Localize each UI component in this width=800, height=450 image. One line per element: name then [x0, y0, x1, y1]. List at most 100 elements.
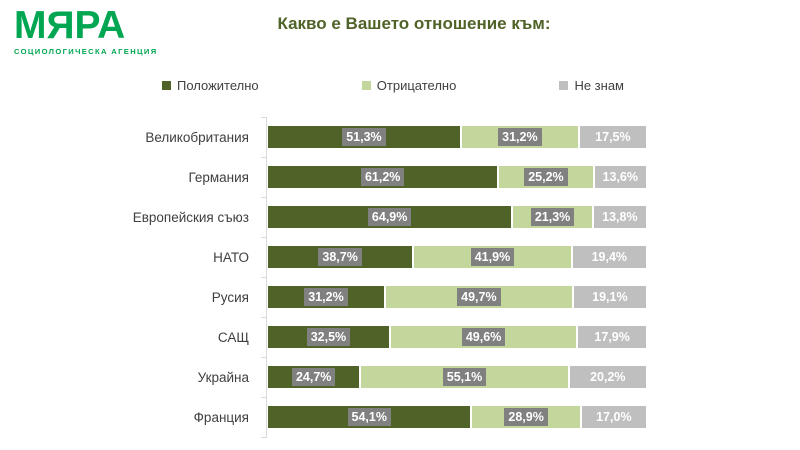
bar-segment-2: 19,1%: [573, 286, 646, 308]
agency-logo: МЯРА СОЦИОЛОГИЧЕСКА АГЕНЦИЯ: [14, 6, 158, 56]
data-label: 28,9%: [504, 408, 548, 426]
bar-segment-0: 32,5%: [268, 326, 391, 348]
data-label: 64,9%: [367, 208, 412, 226]
bar-segment-1: 31,2%: [461, 126, 580, 148]
bar-segment-1: 55,1%: [361, 366, 570, 388]
chart-row: Франция 54,1% 28,9% 17,0%: [0, 397, 800, 437]
data-label: 41,9%: [470, 248, 515, 266]
axis-tick: [261, 117, 266, 118]
bar-track: 54,1% 28,9% 17,0%: [268, 406, 646, 428]
bar-segment-1: 41,9%: [414, 246, 573, 268]
bar-segment-1: 21,3%: [513, 206, 594, 228]
axis-tick: [261, 317, 266, 318]
bar-track: 38,7% 41,9% 19,4%: [268, 246, 646, 268]
bar-segment-2: 19,4%: [572, 246, 646, 268]
chart-row: Великобритания 51,3% 31,2% 17,5%: [0, 117, 800, 157]
bar-segment-2: 13,6%: [594, 166, 646, 188]
bar-track: 61,2% 25,2% 13,6%: [268, 166, 646, 188]
legend-item-2: Не знам: [559, 78, 624, 93]
data-label: 54,1%: [347, 408, 391, 426]
data-label: 25,2%: [524, 168, 568, 186]
bar-segment-2: 13,8%: [593, 206, 646, 228]
stacked-bar: 64,9% 21,3% 13,8%: [268, 206, 646, 228]
legend-label: Не знам: [574, 78, 624, 93]
legend-item-1: Отрицателно: [361, 78, 457, 93]
legend: Положително Отрицателно Не знам: [162, 78, 624, 93]
chart-row: Германия 61,2% 25,2% 13,6%: [0, 157, 800, 197]
data-label: 31,2%: [304, 288, 348, 306]
bar-segment-0: 51,3%: [268, 126, 462, 148]
category-label: Великобритания: [145, 129, 249, 145]
axis-tick: [261, 277, 266, 278]
logo-name: МЯРА: [14, 4, 126, 47]
stacked-bar: 51,3% 31,2% 17,5%: [268, 126, 646, 148]
data-label: 21,3%: [530, 208, 575, 226]
category-label: НАТО: [213, 249, 249, 265]
data-label: 13,6%: [602, 170, 638, 184]
data-label: 19,4%: [591, 250, 628, 264]
bar-segment-0: 38,7%: [268, 246, 415, 268]
bar-segment-0: 54,1%: [268, 406, 473, 428]
data-label: 38,7%: [318, 248, 362, 266]
category-label: Германия: [188, 169, 249, 185]
axis-tick: [261, 397, 266, 398]
bar-track: 64,9% 21,3% 13,8%: [268, 206, 646, 228]
axis-tick: [261, 357, 266, 358]
stacked-bar: 54,1% 28,9% 17,0%: [268, 406, 646, 428]
category-label: Франция: [193, 409, 249, 425]
data-label: 49,7%: [457, 288, 501, 306]
data-label: 61,2%: [360, 168, 405, 186]
axis-tick: [261, 237, 266, 238]
bar-track: 24,7% 55,1% 20,2%: [268, 366, 646, 388]
bar-segment-2: 17,9%: [578, 326, 646, 348]
stacked-bar: 38,7% 41,9% 19,4%: [268, 246, 646, 268]
bar-track: 32,5% 49,6% 17,9%: [268, 326, 646, 348]
legend-swatch-icon: [559, 81, 569, 90]
category-label: Европейския съюз: [132, 209, 249, 225]
chart-row: НАТО 38,7% 41,9% 19,4%: [0, 237, 800, 277]
stacked-bar: 61,2% 25,2% 13,6%: [268, 166, 646, 188]
bar-segment-0: 61,2%: [268, 166, 500, 188]
bar-segment-0: 24,7%: [268, 366, 362, 388]
chart-row: САЩ 32,5% 49,6% 17,9%: [0, 317, 800, 357]
bar-segment-2: 17,0%: [581, 406, 646, 428]
axis-tick: [261, 197, 266, 198]
axis-tick: [261, 157, 266, 158]
data-label: 51,3%: [342, 128, 386, 146]
bar-segment-1: 49,7%: [385, 286, 574, 308]
legend-swatch-icon: [361, 81, 371, 90]
bar-segment-2: 20,2%: [569, 366, 646, 388]
category-axis-line: [266, 117, 267, 438]
axis-tick: [261, 437, 266, 438]
bar-segment-0: 31,2%: [268, 286, 386, 308]
category-label: САЩ: [217, 329, 249, 345]
bar-segment-0: 64,9%: [268, 206, 514, 228]
data-label: 13,8%: [602, 210, 638, 224]
bar-segment-1: 25,2%: [499, 166, 595, 188]
data-label: 20,2%: [590, 370, 626, 384]
legend-swatch-icon: [162, 81, 171, 90]
data-label: 17,0%: [596, 410, 632, 424]
bar-segment-1: 49,6%: [390, 326, 579, 348]
data-label: 24,7%: [291, 368, 336, 386]
legend-label: Отрицателно: [376, 78, 457, 93]
data-label: 31,2%: [498, 128, 542, 146]
data-label: 17,9%: [594, 330, 630, 344]
data-label: 49,6%: [461, 328, 506, 346]
logo-tagline: СОЦИОЛОГИЧЕСКА АГЕНЦИЯ: [14, 47, 158, 56]
legend-item-0: Положително: [162, 78, 259, 93]
bar-segment-1: 28,9%: [472, 406, 582, 428]
stacked-bar: 32,5% 49,6% 17,9%: [268, 326, 646, 348]
bar-segment-2: 17,5%: [579, 126, 646, 148]
stacked-bar: 24,7% 55,1% 20,2%: [268, 366, 646, 388]
stacked-bar: 31,2% 49,7% 19,1%: [268, 286, 646, 308]
data-label: 32,5%: [306, 328, 351, 346]
data-label: 19,1%: [592, 290, 628, 304]
legend-label: Положително: [177, 78, 259, 93]
chart-title: Какво е Вашето отношение към:: [277, 14, 551, 33]
bar-track: 51,3% 31,2% 17,5%: [268, 126, 646, 148]
chart-row: Русия 31,2% 49,7% 19,1%: [0, 277, 800, 317]
category-label: Украйна: [197, 369, 249, 385]
data-label: 17,5%: [595, 130, 631, 144]
